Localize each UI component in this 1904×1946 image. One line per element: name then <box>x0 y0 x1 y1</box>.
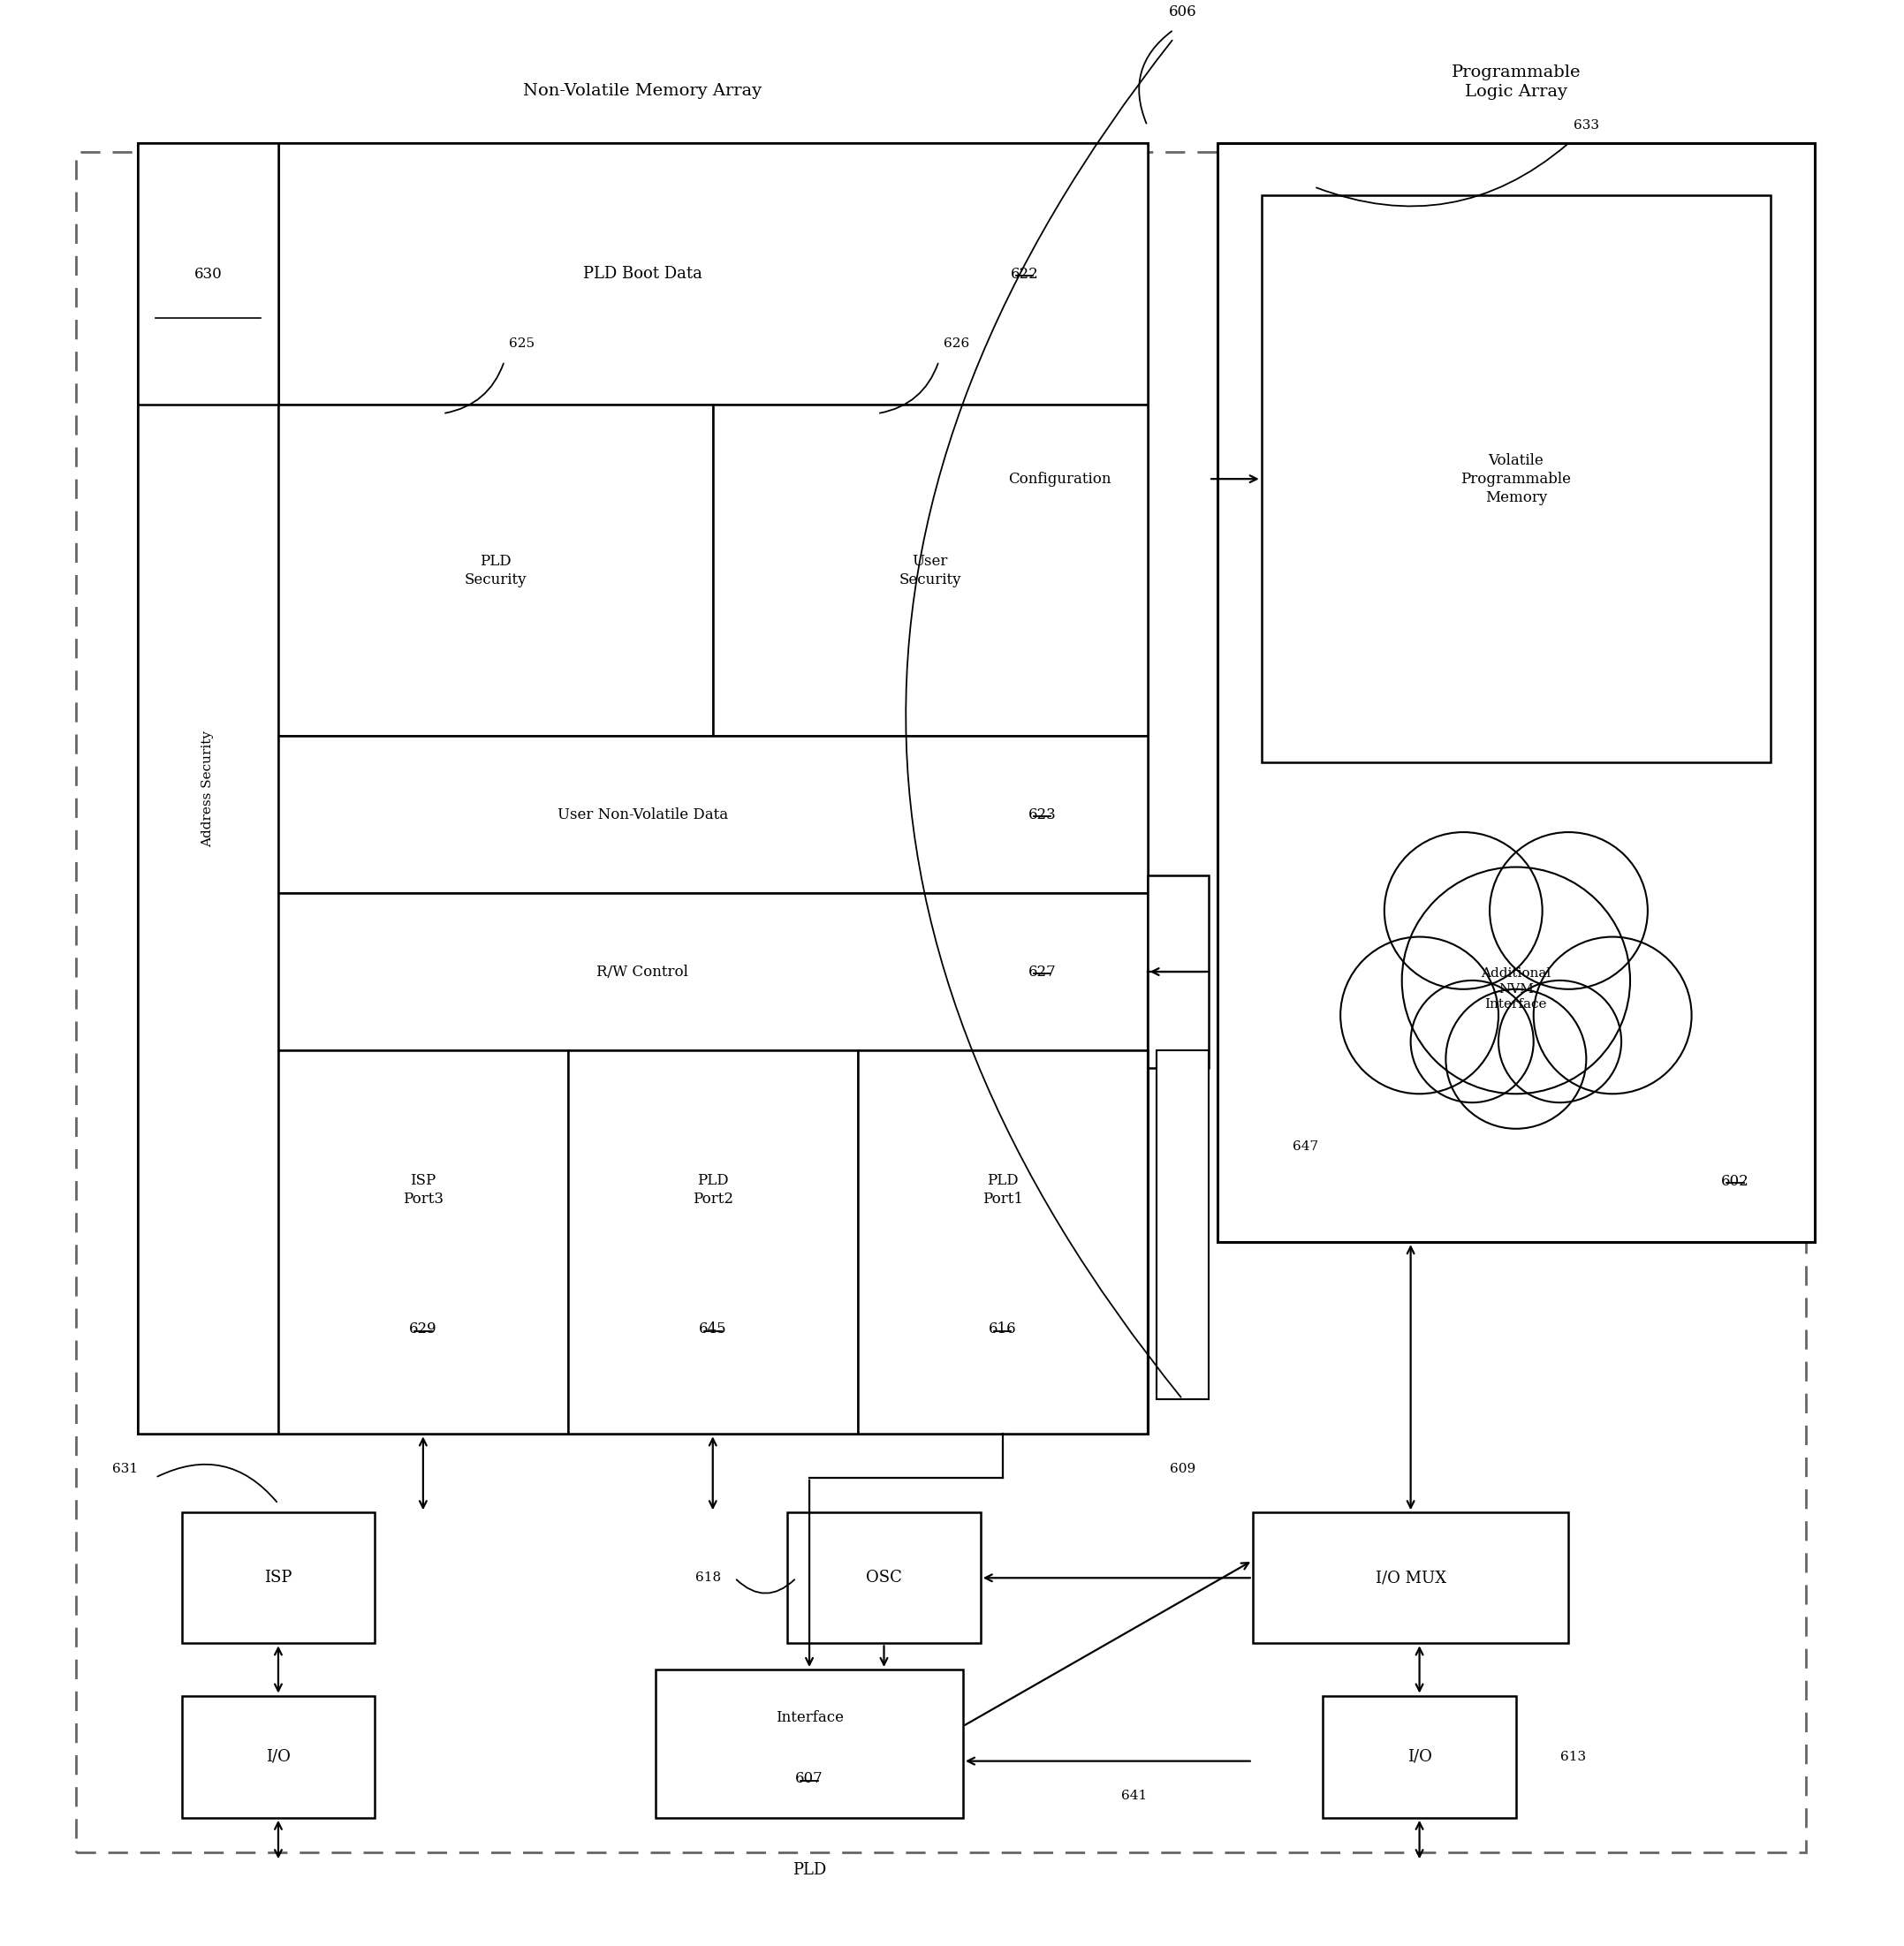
Text: 645: 645 <box>699 1321 727 1337</box>
Bar <box>1148 876 1209 1068</box>
Text: ISP: ISP <box>265 1570 291 1586</box>
Text: 629: 629 <box>409 1321 438 1337</box>
Circle shape <box>1401 868 1630 1094</box>
Text: 622: 622 <box>1011 267 1038 282</box>
Text: Additional
NVM
Interface: Additional NVM Interface <box>1481 967 1552 1010</box>
Bar <box>137 144 1148 1434</box>
Bar <box>1253 1512 1569 1642</box>
Text: 630: 630 <box>194 267 223 282</box>
Bar <box>788 1512 981 1642</box>
Text: I/O MUX: I/O MUX <box>1375 1570 1445 1586</box>
Text: 616: 616 <box>988 1321 1017 1337</box>
Bar <box>137 144 278 405</box>
Text: Address Security: Address Security <box>202 730 215 847</box>
Text: 618: 618 <box>695 1572 722 1584</box>
Text: User Non-Volatile Data: User Non-Volatile Data <box>558 808 727 823</box>
Bar <box>857 1051 1148 1434</box>
Text: 626: 626 <box>944 337 969 350</box>
Circle shape <box>1411 981 1533 1103</box>
Circle shape <box>1498 981 1622 1103</box>
Text: OSC: OSC <box>866 1570 902 1586</box>
Text: 609: 609 <box>1169 1463 1196 1475</box>
Text: R/W Control: R/W Control <box>596 963 689 979</box>
Text: Configuration: Configuration <box>1007 471 1112 486</box>
Text: PLD: PLD <box>792 1862 826 1878</box>
Text: 607: 607 <box>796 1771 823 1786</box>
Circle shape <box>1340 936 1498 1094</box>
Bar <box>1323 1695 1516 1818</box>
Bar <box>278 144 1148 405</box>
Text: ISP
Port3: ISP Port3 <box>404 1173 444 1207</box>
Bar <box>181 1695 375 1818</box>
Circle shape <box>1533 936 1691 1094</box>
Bar <box>712 405 1148 736</box>
Bar <box>1156 1051 1209 1399</box>
Circle shape <box>1445 989 1586 1129</box>
Text: 613: 613 <box>1559 1751 1586 1763</box>
Bar <box>278 405 712 736</box>
Text: I/O: I/O <box>267 1749 291 1765</box>
Text: 625: 625 <box>508 337 535 350</box>
Text: Interface: Interface <box>775 1711 843 1724</box>
Circle shape <box>1489 833 1647 989</box>
Text: 647: 647 <box>1293 1140 1318 1152</box>
Text: 606: 606 <box>1169 4 1196 19</box>
Text: 631: 631 <box>112 1463 137 1475</box>
Text: 627: 627 <box>1028 963 1057 979</box>
Circle shape <box>1384 833 1542 989</box>
Bar <box>181 1512 375 1642</box>
Text: PLD
Security: PLD Security <box>465 555 527 588</box>
Bar <box>1217 144 1815 1242</box>
Text: PLD Boot Data: PLD Boot Data <box>583 267 703 282</box>
Bar <box>278 1051 567 1434</box>
Bar <box>655 1670 963 1818</box>
Bar <box>76 152 1805 1853</box>
Bar <box>137 144 278 1434</box>
Bar <box>278 893 1148 1051</box>
Text: PLD
Port1: PLD Port1 <box>982 1173 1022 1207</box>
Text: Volatile
Programmable
Memory: Volatile Programmable Memory <box>1460 453 1571 504</box>
Text: 633: 633 <box>1573 119 1599 132</box>
Bar <box>278 736 1148 893</box>
Bar <box>567 1051 857 1434</box>
Text: Non-Volatile Memory Array: Non-Volatile Memory Array <box>524 84 762 99</box>
Text: PLD
Port2: PLD Port2 <box>693 1173 733 1207</box>
Bar <box>1262 195 1771 763</box>
Text: User
Security: User Security <box>899 555 962 588</box>
Text: I/O: I/O <box>1407 1749 1432 1765</box>
Text: 602: 602 <box>1721 1173 1750 1189</box>
Text: Programmable
Logic Array: Programmable Logic Array <box>1451 64 1580 99</box>
Text: 641: 641 <box>1121 1790 1148 1802</box>
Text: 623: 623 <box>1028 808 1057 823</box>
